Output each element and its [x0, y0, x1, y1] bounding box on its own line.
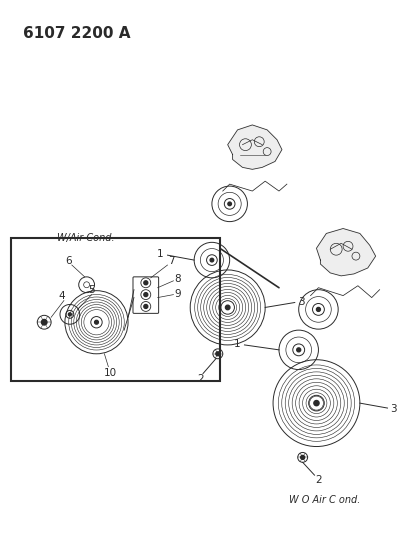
Circle shape: [144, 304, 147, 309]
Polygon shape: [316, 229, 375, 276]
Text: 1: 1: [234, 339, 240, 349]
Circle shape: [210, 259, 213, 262]
Polygon shape: [227, 125, 281, 169]
Text: 8: 8: [174, 274, 180, 284]
Circle shape: [227, 202, 231, 206]
Circle shape: [41, 319, 47, 325]
Circle shape: [225, 305, 229, 310]
Circle shape: [316, 308, 319, 311]
Text: 6107 2200 A: 6107 2200 A: [22, 26, 130, 41]
Text: 10: 10: [103, 368, 117, 377]
Circle shape: [94, 320, 98, 324]
Text: 1: 1: [157, 249, 164, 259]
Circle shape: [300, 455, 304, 459]
Text: W/Air Cond.: W/Air Cond.: [57, 233, 115, 244]
Bar: [11, 238, 219, 382]
Text: 3: 3: [389, 404, 396, 414]
Text: 7: 7: [168, 256, 174, 266]
Circle shape: [68, 313, 71, 316]
Text: 3: 3: [298, 296, 304, 306]
Circle shape: [144, 293, 147, 296]
Text: 2: 2: [315, 475, 321, 485]
Circle shape: [313, 400, 318, 406]
Text: 4: 4: [58, 290, 65, 301]
Text: 9: 9: [174, 289, 180, 298]
Circle shape: [144, 281, 147, 285]
Circle shape: [296, 348, 300, 352]
Text: 5: 5: [88, 285, 94, 295]
Text: W O Air C ond.: W O Air C ond.: [288, 495, 360, 505]
Circle shape: [215, 352, 219, 356]
Text: 2: 2: [196, 375, 203, 384]
Text: 6: 6: [65, 256, 72, 266]
